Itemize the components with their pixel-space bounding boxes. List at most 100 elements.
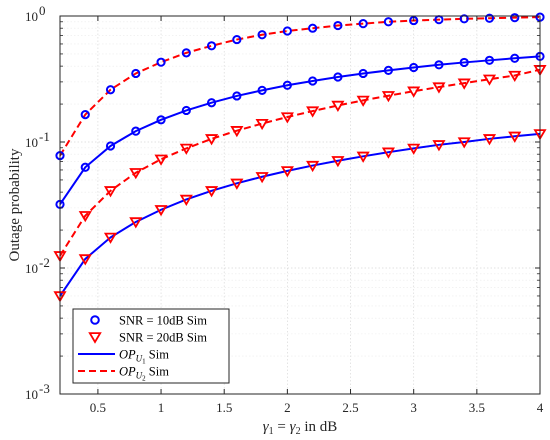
- data-point-circle: [206, 98, 217, 108]
- y-tick-exponent: -1: [39, 129, 50, 144]
- x-tick-label: 1.5: [216, 400, 232, 415]
- data-point-triangle: [154, 154, 168, 166]
- markers: [53, 12, 547, 303]
- data-point-circle: [131, 126, 141, 136]
- data-point-triangle: [331, 156, 345, 168]
- data-point-circle: [308, 23, 318, 33]
- y-tick-label: 10: [25, 135, 38, 150]
- data-point-circle: [181, 105, 191, 116]
- legend-circle-marker: [90, 315, 100, 325]
- data-point-circle: [459, 14, 469, 24]
- data-point-circle: [80, 162, 90, 172]
- x-tick-label: 1: [158, 400, 165, 415]
- legend-label: SNR = 20dB Sim: [119, 331, 207, 345]
- data-point-circle: [459, 57, 469, 68]
- legend: SNR = 10dB Sim SNR = 20dB Sim OPU1 SimOPU2…: [72, 308, 230, 384]
- x-tick-label: 3.5: [469, 400, 485, 415]
- data-point-circle: [383, 65, 394, 76]
- data-point-triangle: [482, 74, 497, 86]
- x-tick-label: 4: [537, 400, 544, 415]
- y-tick-exponent: -3: [39, 381, 50, 396]
- data-point-triangle: [356, 95, 370, 107]
- x-tick-label: 2.5: [342, 400, 358, 415]
- data-point-circle: [282, 26, 292, 36]
- data-point-circle: [105, 141, 116, 151]
- data-point-circle: [484, 55, 495, 65]
- data-point-circle: [206, 41, 217, 51]
- data-point-triangle: [179, 194, 193, 206]
- data-point-triangle: [381, 91, 395, 103]
- data-point-triangle: [129, 217, 143, 229]
- data-point-circle: [282, 80, 292, 90]
- data-point-circle: [510, 53, 520, 63]
- data-point-circle: [232, 34, 242, 45]
- data-point-circle: [257, 30, 267, 40]
- data-point-triangle: [381, 147, 395, 159]
- data-point-triangle: [432, 82, 446, 94]
- data-point-triangle: [78, 254, 92, 266]
- data-point-circle: [105, 85, 116, 95]
- y-tick-exponent: 0: [39, 3, 46, 18]
- data-point-triangle: [331, 100, 345, 112]
- data-point-circle: [434, 60, 444, 70]
- x-tick-label: 3: [410, 400, 417, 415]
- data-point-circle: [484, 13, 495, 23]
- data-point-circle: [333, 72, 343, 82]
- data-point-circle: [232, 91, 242, 101]
- x-axis-label: γ1 = γ2 in dB: [263, 419, 338, 437]
- data-point-circle: [131, 68, 141, 79]
- data-point-triangle: [255, 172, 269, 184]
- x-tick-label: 0.5: [90, 400, 106, 415]
- data-point-triangle: [205, 186, 219, 198]
- y-tick-exponent: -2: [39, 255, 50, 270]
- y-axis-label: Outage probability: [7, 148, 23, 261]
- data-point-circle: [156, 115, 166, 125]
- data-point-circle: [257, 85, 267, 95]
- data-point-triangle: [205, 134, 219, 146]
- legend-triangle-marker: [88, 332, 102, 344]
- y-tick-label: 10: [25, 261, 38, 276]
- legend-label: OPU2 Sim: [119, 365, 169, 383]
- data-point-triangle: [508, 70, 522, 83]
- x-tick-labels: 0.5 1 1.5 2 2.5 3 3.5 4: [90, 400, 544, 415]
- data-point-circle: [181, 48, 191, 58]
- data-point-circle: [333, 20, 343, 31]
- legend-label: OPU1 Sim: [119, 348, 169, 366]
- data-point-triangle: [482, 134, 497, 146]
- plot-frame: [59, 15, 541, 395]
- data-point-triangle: [407, 86, 421, 98]
- data-point-triangle: [230, 126, 244, 138]
- data-point-triangle: [432, 140, 446, 152]
- data-point-triangle: [230, 178, 244, 190]
- data-point-circle: [80, 109, 90, 120]
- data-point-triangle: [154, 205, 168, 217]
- ticks: [60, 16, 541, 395]
- data-point-triangle: [407, 143, 421, 155]
- curve-op_u2-snr20: [59, 68, 541, 257]
- data-point-triangle: [280, 112, 294, 124]
- data-point-triangle: [179, 143, 193, 155]
- data-point-circle: [510, 13, 520, 23]
- data-point-circle: [383, 17, 394, 27]
- data-point-triangle: [103, 232, 118, 244]
- data-point-triangle: [356, 151, 370, 163]
- data-point-circle: [358, 19, 368, 29]
- y-tick-label: 10: [25, 9, 38, 24]
- legend-label: SNR = 10dB Sim: [119, 314, 207, 328]
- x-tick-label: 2: [284, 400, 291, 415]
- data-point-triangle: [508, 131, 522, 143]
- data-point-triangle: [457, 78, 471, 90]
- data-point-triangle: [306, 106, 320, 118]
- data-point-triangle: [280, 166, 294, 178]
- data-point-triangle: [129, 168, 143, 180]
- data-point-triangle: [457, 137, 471, 149]
- data-point-triangle: [103, 186, 118, 198]
- data-point-triangle: [78, 211, 92, 223]
- y-tick-label: 10: [25, 387, 38, 402]
- data-point-circle: [358, 68, 368, 79]
- data-point-circle: [156, 57, 166, 67]
- data-point-triangle: [255, 118, 269, 131]
- data-point-circle: [409, 62, 419, 73]
